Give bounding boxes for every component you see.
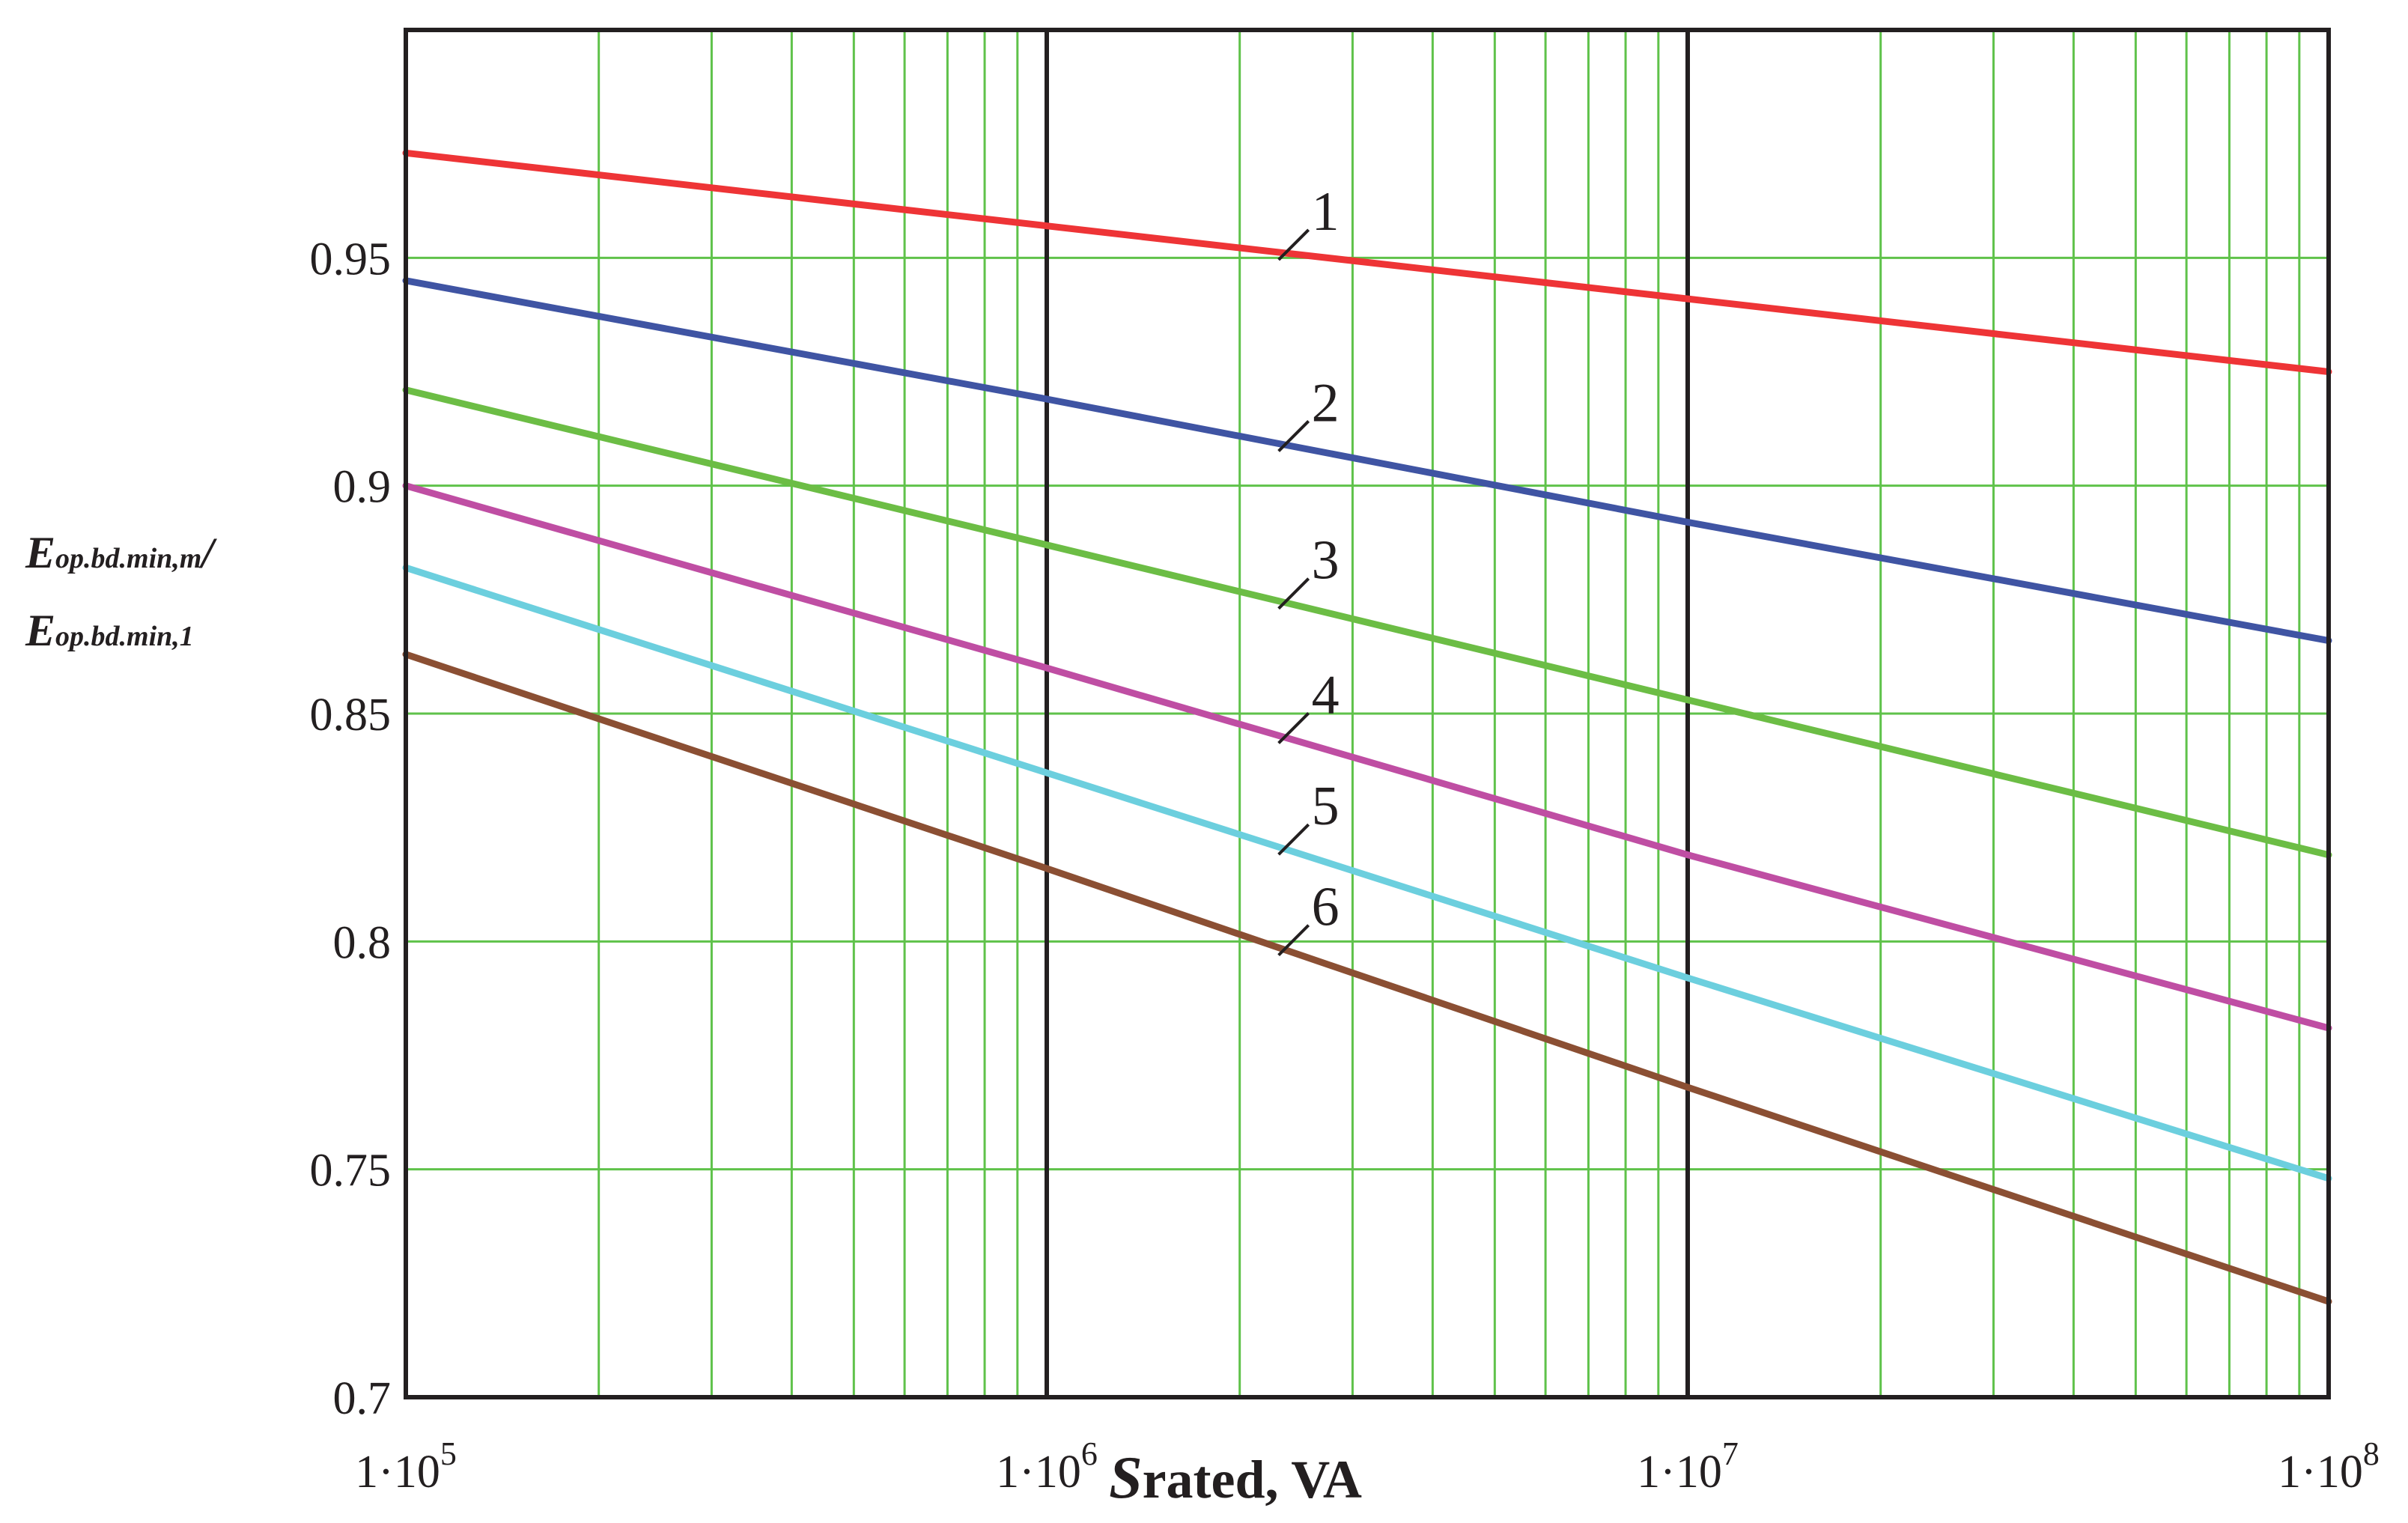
x-tick-label: 1·108 <box>2278 1435 2380 1498</box>
curve-label-leader-6 <box>1277 924 1310 957</box>
curve-label-5: 5 <box>1312 776 1340 837</box>
series-line-5 <box>402 564 2332 1182</box>
curve-labels: 1 2 3 4 5 6 <box>1277 181 1340 957</box>
y-tick-label: 0.75 <box>310 1146 392 1197</box>
series-line-6 <box>402 651 2332 1305</box>
series-lines <box>402 149 2332 1305</box>
curve-label-leader-5 <box>1277 823 1310 856</box>
y-tick-label: 0.85 <box>310 690 392 741</box>
tick-labels: 0.7 0.75 0.8 0.85 0.9 0.95 1·105 1·106 1·107 1·10… <box>310 234 2380 1498</box>
series-line-4 <box>402 482 2332 1032</box>
x-tick-label: 1·106 <box>996 1435 1098 1498</box>
y-axis-label-line2-main: E <box>25 606 55 655</box>
curve-label-3: 3 <box>1312 530 1340 592</box>
curve-label-2: 2 <box>1312 372 1340 434</box>
x-tick-label: 1·105 <box>355 1435 457 1498</box>
y-axis-label-line1-main: E <box>25 528 55 577</box>
y-axis-label-line2: Eop.bd.min,1 <box>25 606 194 655</box>
series-line-2 <box>402 277 2332 645</box>
y-tick-label: 0.9 <box>333 462 392 513</box>
y-tick-label: 0.7 <box>333 1373 392 1424</box>
curve-label-leader-3 <box>1277 577 1310 610</box>
y-axis-label-line1: Eop.bd.min,m/ <box>25 528 217 577</box>
curve-label-4: 4 <box>1312 664 1340 726</box>
x-axis-label: Srated, VA <box>1109 1445 1362 1511</box>
series-line-3 <box>402 386 2332 859</box>
y-axis-label-line1-sub: op.bd.min,m <box>55 543 201 574</box>
curve-label-6: 6 <box>1312 877 1340 938</box>
curve-label-leader-2 <box>1277 420 1310 452</box>
x-tick-label: 1·107 <box>1637 1435 1739 1498</box>
curve-label-leader-4 <box>1277 711 1310 744</box>
y-tick-label: 0.95 <box>310 234 392 285</box>
plot-frame <box>404 28 2331 1399</box>
curve-label-1: 1 <box>1312 181 1340 243</box>
y-axis-label-line2-sub: op.bd.min,1 <box>55 621 194 652</box>
x-axis-label-rest: rated, VA <box>1143 1450 1362 1510</box>
y-tick-label: 0.8 <box>333 917 392 968</box>
x-axis-label-main: S <box>1109 1445 1143 1511</box>
series-line-1 <box>402 149 2332 375</box>
curve-label-leader-1 <box>1277 228 1310 261</box>
